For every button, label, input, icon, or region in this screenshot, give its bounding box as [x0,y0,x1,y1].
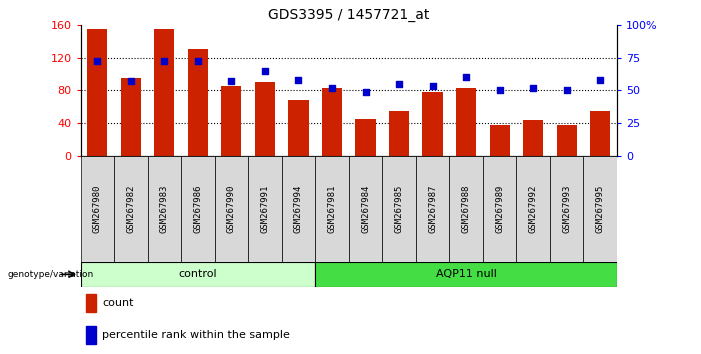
Text: GSM267994: GSM267994 [294,185,303,233]
Text: GSM267992: GSM267992 [529,185,538,233]
Point [159,59,170,64]
Bar [222,86,241,156]
Point [226,78,237,84]
Bar [322,88,342,156]
Point [393,81,404,86]
Text: GSM267983: GSM267983 [160,185,169,233]
Point [192,59,203,64]
Bar [355,119,376,156]
Text: GSM267987: GSM267987 [428,185,437,233]
Text: GSM267995: GSM267995 [596,185,605,233]
Text: GSM267991: GSM267991 [261,185,269,233]
Bar [456,88,476,156]
Bar [315,262,617,287]
Point [125,78,137,84]
Bar [148,156,181,262]
Text: GSM267990: GSM267990 [227,185,236,233]
Bar [382,156,416,262]
Text: GSM267982: GSM267982 [126,185,135,233]
Point [259,68,271,73]
Title: GDS3395 / 1457721_at: GDS3395 / 1457721_at [268,8,430,22]
Text: genotype/variation: genotype/variation [7,270,93,279]
Bar [86,326,95,344]
Point [92,59,103,64]
Text: GSM267984: GSM267984 [361,185,370,233]
Bar [523,120,543,156]
Bar [88,29,107,156]
Point [594,77,606,82]
Point [360,89,371,95]
Text: GSM267993: GSM267993 [562,185,571,233]
Point [561,87,572,93]
Point [293,77,304,82]
Bar [590,111,610,156]
Bar [517,156,550,262]
Bar [550,156,583,262]
Text: control: control [179,269,217,279]
Bar [248,156,282,262]
Text: GSM267986: GSM267986 [193,185,203,233]
Text: GSM267981: GSM267981 [327,185,336,233]
Text: percentile rank within the sample: percentile rank within the sample [102,330,290,340]
Bar [583,156,617,262]
Bar [349,156,382,262]
Bar [489,125,510,156]
Point [494,87,505,93]
Bar [282,156,315,262]
Bar [188,49,208,156]
Bar [181,156,215,262]
Bar [315,156,349,262]
Bar [114,156,148,262]
Point [327,85,338,91]
Bar [416,156,449,262]
Text: AQP11 null: AQP11 null [435,269,496,279]
Point [461,74,472,80]
Bar [215,156,248,262]
Bar [154,29,175,156]
Bar [483,156,517,262]
Point [527,85,538,91]
Bar [449,156,483,262]
Text: count: count [102,298,134,308]
Text: GSM267988: GSM267988 [461,185,470,233]
Bar [81,156,114,262]
Point [427,84,438,89]
Bar [423,92,442,156]
Bar [121,78,141,156]
Bar [389,111,409,156]
Bar [288,100,308,156]
Bar [557,125,577,156]
Text: GSM267985: GSM267985 [395,185,404,233]
Text: GSM267980: GSM267980 [93,185,102,233]
Bar [81,262,315,287]
Bar [86,295,95,312]
Bar [255,82,275,156]
Text: GSM267989: GSM267989 [495,185,504,233]
